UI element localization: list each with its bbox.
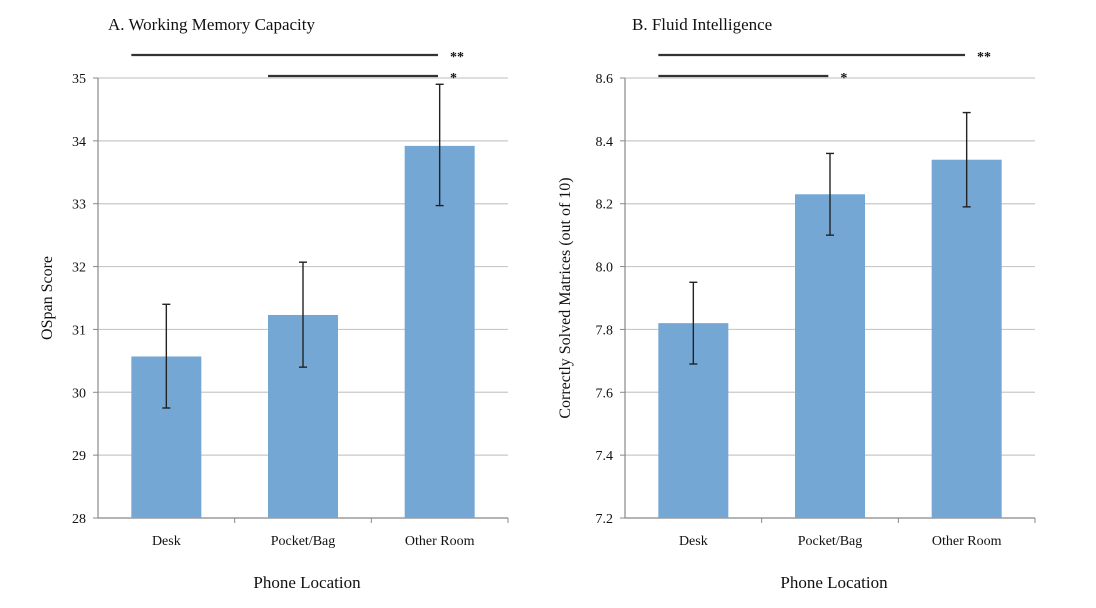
- bar: [404, 145, 475, 518]
- x-category-label: Desk: [152, 534, 181, 549]
- y-tick-label: 29: [72, 449, 86, 464]
- chart-panel-a: A. Working Memory Capacity 28 29 30 31 32 33 34…: [39, 15, 509, 592]
- y-tick-label: 8.4: [596, 135, 614, 150]
- x-axis-label: Phone Location: [780, 573, 888, 592]
- chart-panel-b: B. Fluid Intelligence 7.2 7.4 7.6 7.8 8.0 8.2 8…: [557, 15, 1036, 592]
- significance-label: *: [840, 71, 847, 86]
- x-category-label: Pocket/Bag: [271, 534, 336, 549]
- y-tick-label: 31: [72, 323, 86, 338]
- y-tick-label: 35: [72, 72, 86, 87]
- y-axis-label: OSpan Score: [39, 256, 56, 340]
- x-category-label: Other Room: [405, 534, 475, 549]
- x-category-label: Other Room: [932, 534, 1002, 549]
- bar: [795, 194, 865, 519]
- x-category-label: Pocket/Bag: [798, 534, 863, 549]
- y-tick-label: 7.4: [596, 449, 614, 464]
- y-tick-label: 8.0: [596, 261, 614, 276]
- significance-label: **: [450, 50, 464, 65]
- y-tick-label: 8.2: [596, 198, 614, 213]
- bar: [931, 159, 1002, 518]
- x-category-label: Desk: [679, 534, 708, 549]
- y-tick-label: 7.8: [596, 323, 614, 338]
- y-tick-label: 8.6: [596, 72, 614, 87]
- significance-label: **: [977, 50, 991, 65]
- y-axis-label: Correctly Solved Matrices (out of 10): [557, 177, 574, 418]
- y-tick-label: 33: [72, 198, 86, 213]
- y-tick-label: 30: [72, 386, 86, 401]
- y-tick-label: 7.6: [596, 386, 614, 401]
- x-axis-label: Phone Location: [253, 573, 361, 592]
- significance-label: *: [450, 71, 457, 86]
- y-tick-label: 28: [72, 512, 86, 527]
- chart-title: B. Fluid Intelligence: [632, 15, 772, 34]
- y-tick-label: 34: [72, 135, 86, 150]
- y-tick-label: 7.2: [596, 512, 614, 527]
- chart-title: A. Working Memory Capacity: [108, 15, 316, 34]
- y-tick-label: 32: [72, 261, 86, 276]
